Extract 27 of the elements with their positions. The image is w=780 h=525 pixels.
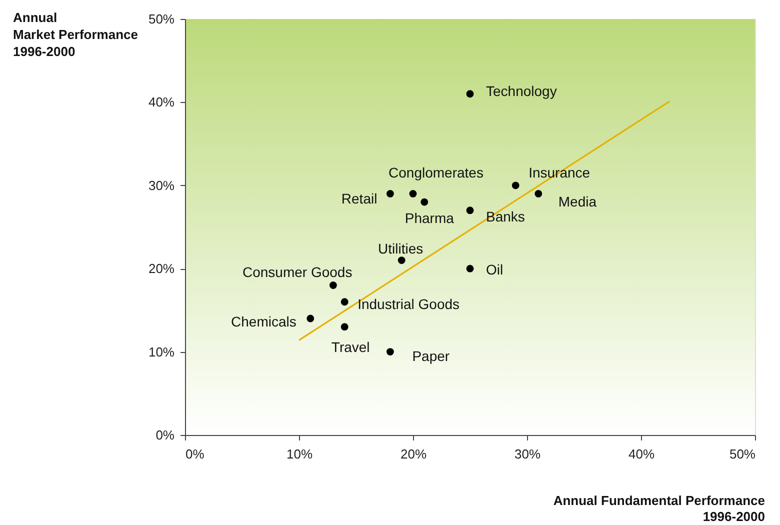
x-tick-label: 10% bbox=[286, 446, 313, 462]
annotation: Retail bbox=[341, 190, 378, 207]
annotation: Consumer Goods bbox=[242, 264, 352, 280]
annotation: Media bbox=[558, 194, 597, 210]
y-tick-label: 50% bbox=[148, 12, 175, 26]
annotation: Utilities bbox=[378, 240, 424, 256]
annotation: Conglomerates bbox=[388, 164, 484, 181]
y-tick-label: 10% bbox=[148, 344, 175, 360]
annotation: Banks bbox=[486, 208, 525, 224]
annotation: Oil bbox=[486, 262, 504, 278]
annotation: Paper bbox=[412, 348, 450, 364]
annotation: Pharma bbox=[404, 210, 454, 226]
annotation: Industrial Goods bbox=[358, 296, 460, 312]
x-tick-label: 30% bbox=[514, 446, 541, 462]
y-tick-label: 0% bbox=[156, 428, 175, 442]
x-tick-label: 20% bbox=[400, 446, 427, 462]
y-axis-title: Annual Market Performance 1996-2000 bbox=[13, 10, 138, 59]
x-axis-title: Annual Fundamental Performance 1996-2000 bbox=[553, 493, 765, 524]
x-tick-label: 50% bbox=[729, 446, 756, 462]
x-tick-label: 0% bbox=[186, 446, 205, 462]
y-tick-label: 30% bbox=[148, 178, 175, 193]
annotation: Chemicals bbox=[231, 314, 296, 330]
y-tick-label: 20% bbox=[148, 261, 175, 276]
annotation: Technology bbox=[486, 82, 557, 99]
annotation: Travel bbox=[331, 338, 370, 355]
y-tick-label: 40% bbox=[148, 94, 175, 110]
x-tick-label: 40% bbox=[628, 446, 655, 462]
